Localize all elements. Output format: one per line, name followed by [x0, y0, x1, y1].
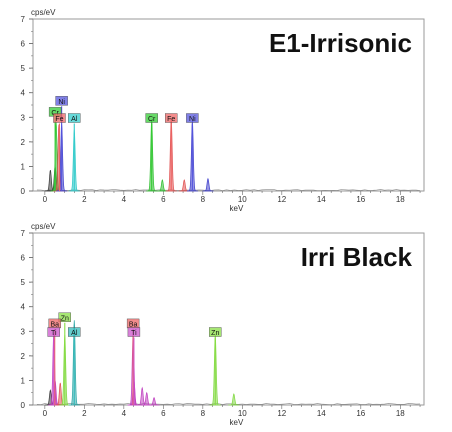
x-tick-label: 18 — [396, 409, 405, 418]
y-tick-label: 1 — [21, 162, 26, 171]
element-marker-label: Ti — [51, 330, 57, 337]
element-marker-al: Al — [68, 113, 81, 191]
y-tick-label: 5 — [21, 278, 26, 287]
element-marker-box — [209, 327, 222, 337]
element-marker-box — [68, 113, 81, 123]
x-tick-label: 12 — [277, 195, 286, 204]
element-marker-label: Ba — [129, 321, 138, 328]
element-marker-box — [53, 113, 66, 123]
element-marker-label: Ti — [131, 330, 137, 337]
x-tick-label: 0 — [43, 195, 48, 204]
y-tick-label: 3 — [21, 113, 26, 122]
element-marker-label: Ni — [58, 99, 65, 106]
y-tick-label: 7 — [21, 229, 26, 238]
element-marker-ti: Ti — [127, 327, 141, 405]
x-tick-label: 16 — [356, 409, 365, 418]
spectrum-baseline — [36, 403, 421, 405]
element-marker-label: Al — [71, 116, 78, 123]
x-tick-label: 14 — [317, 195, 326, 204]
element-marker-box — [186, 113, 199, 123]
spectrum-peak-zn — [228, 393, 240, 406]
x-tick-label: 6 — [161, 409, 166, 418]
element-marker-box — [58, 312, 71, 322]
x-tick-label: 10 — [238, 409, 247, 418]
element-marker-label: Al — [71, 330, 78, 337]
element-marker-label: Fe — [55, 116, 63, 123]
y-tick-label: 4 — [21, 303, 26, 312]
spectrum-peak-cr — [156, 179, 168, 192]
x-tick-label: 2 — [82, 409, 87, 418]
element-marker-zn: Zn — [58, 312, 71, 405]
x-axis-label: keV — [230, 204, 244, 213]
element-marker-cr: Cr — [145, 113, 158, 191]
element-marker-box — [127, 327, 141, 337]
x-tick-label: 4 — [122, 195, 127, 204]
spectrum-baseline — [36, 189, 421, 191]
element-marker-box — [55, 96, 68, 106]
element-marker-label: Zn — [211, 330, 219, 337]
element-marker-al: Al — [68, 327, 81, 405]
y-axis-label: cps/eV — [31, 8, 56, 17]
element-marker-label: Zn — [61, 315, 69, 322]
x-tick-label: 0 — [43, 409, 48, 418]
y-tick-label: 0 — [21, 187, 26, 196]
y-tick-label: 4 — [21, 89, 26, 98]
element-marker-fe: Fe — [165, 113, 178, 191]
y-tick-label: 5 — [21, 64, 26, 73]
element-marker-label: Ba — [50, 321, 59, 328]
x-tick-label: 4 — [122, 409, 127, 418]
element-marker-box — [145, 113, 158, 123]
y-axis-label: cps/eV — [31, 222, 56, 231]
x-tick-label: 18 — [396, 195, 405, 204]
y-tick-label: 0 — [21, 401, 26, 410]
panel-title: E1-Irrisonic — [269, 28, 412, 58]
y-tick-label: 1 — [21, 376, 26, 385]
x-tick-label: 10 — [238, 195, 247, 204]
element-marker-box — [165, 113, 178, 123]
x-tick-label: 2 — [82, 195, 87, 204]
y-tick-label: 2 — [21, 352, 26, 361]
y-tick-label: 7 — [21, 15, 26, 24]
spectrum-peak-ba — [148, 397, 160, 406]
x-tick-label: 14 — [317, 409, 326, 418]
x-axis-label: keV — [230, 418, 244, 427]
element-marker-zn: Zn — [209, 327, 222, 405]
panel-title: Irri Black — [301, 242, 413, 272]
spectrum-peak-ni — [202, 177, 214, 192]
y-tick-label: 6 — [21, 40, 26, 49]
element-marker-box — [68, 327, 81, 337]
x-tick-label: 16 — [356, 195, 365, 204]
y-tick-label: 6 — [21, 254, 26, 263]
element-marker-box — [47, 327, 60, 337]
x-tick-label: 6 — [161, 195, 166, 204]
x-tick-label: 12 — [277, 409, 286, 418]
element-marker-ti: Ti — [47, 327, 60, 405]
element-marker-label: Ni — [189, 116, 196, 123]
x-tick-label: 8 — [201, 195, 206, 204]
element-marker-label: Cr — [148, 116, 156, 123]
y-tick-label: 3 — [21, 327, 26, 336]
spectrum-peak-fe — [178, 179, 190, 192]
element-marker-fe: Fe — [53, 113, 66, 191]
element-marker-ni: Ni — [186, 113, 199, 191]
x-tick-label: 8 — [201, 409, 206, 418]
element-marker-label: Fe — [167, 116, 175, 123]
y-tick-label: 2 — [21, 138, 26, 147]
